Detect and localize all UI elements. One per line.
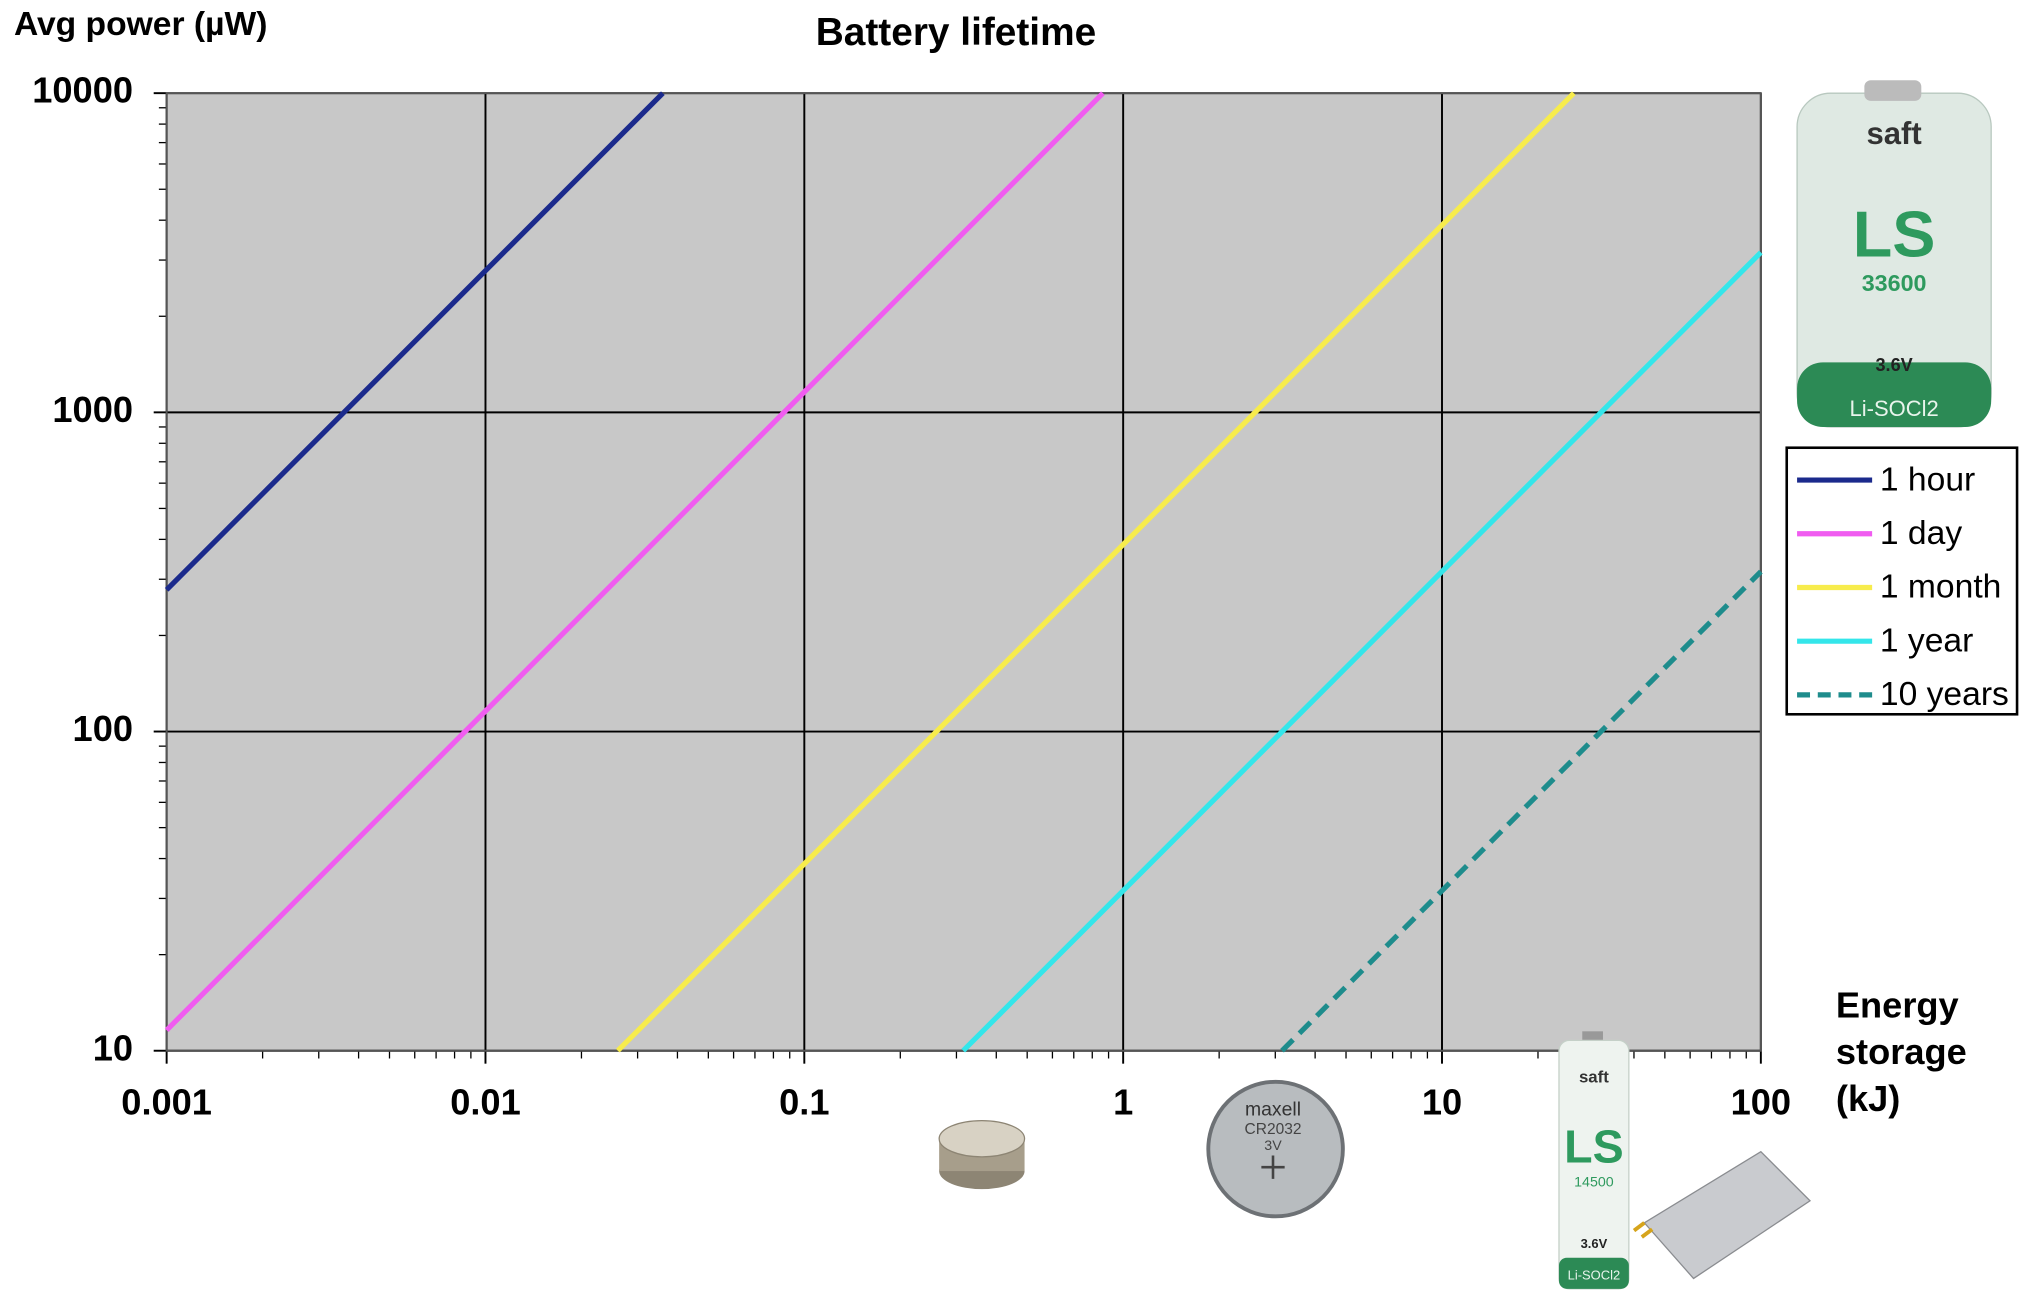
chart-title: Battery lifetime <box>816 11 1096 54</box>
plot-background <box>167 93 1761 1051</box>
y-tick-label: 1000 <box>52 389 133 430</box>
legend-label: 1 hour <box>1880 461 1975 498</box>
battery-text: Li-SOCl2 <box>1850 396 1939 421</box>
plot-area: 10 100 1000 10000 0.001 0.01 0.1 1 10 100 <box>32 70 1791 1123</box>
x-tick-label: 0.001 <box>121 1082 212 1123</box>
large-battery-image: saft LS 33600 3.6V Li-SOCl2 <box>1797 80 1991 427</box>
battery-text: 14500 <box>1574 1174 1614 1190</box>
x-tick-label: 10 <box>1422 1082 1462 1123</box>
battery-text: saft <box>1579 1067 1609 1086</box>
y-tick-label: 10 <box>93 1027 133 1068</box>
legend-label: 1 day <box>1880 515 1962 552</box>
battery-text: CR2032 <box>1245 1121 1302 1138</box>
x-tick-label: 0.1 <box>779 1082 829 1123</box>
battery-text: saft <box>1867 116 1922 151</box>
legend-label: 1 year <box>1880 622 1973 659</box>
battery-text: LS <box>1564 1121 1624 1173</box>
x-axis-label: Energy <box>1836 985 1959 1026</box>
legend-label: 10 years <box>1880 676 2009 713</box>
chart: Battery lifetime Avg power (µW) 10100100… <box>0 0 2031 1294</box>
battery-text: LS <box>1853 197 1936 270</box>
battery-text: maxell <box>1245 1098 1301 1120</box>
y-tick-label: 10000 <box>32 70 133 111</box>
battery-text: 3.6V <box>1875 355 1912 375</box>
x-tick-label: 0.01 <box>450 1082 521 1123</box>
battery-text: Li-SOCl2 <box>1568 1267 1620 1282</box>
x-axis-label: (kJ) <box>1836 1078 1900 1119</box>
aa-cell-image: saft LS 14500 3.6V Li-SOCl2 <box>1559 1031 1629 1289</box>
x-tick-label: 1 <box>1113 1082 1133 1123</box>
button-cell-image <box>939 1121 1024 1190</box>
x-axis-label: storage <box>1836 1031 1967 1072</box>
battery-text: 3V <box>1264 1138 1282 1154</box>
x-tick-label: 100 <box>1731 1082 1791 1123</box>
battery-text: 3.6V <box>1581 1236 1608 1251</box>
y-tick-label: 100 <box>73 708 133 749</box>
coin-cell-image: maxell CR2032 3V <box>1208 1082 1343 1217</box>
y-axis-label: Avg power (µW) <box>14 6 267 43</box>
legend: 1 hour 1 day 1 month 1 year 10 years <box>1787 448 2017 715</box>
pouch-cell-image <box>1634 1152 1810 1279</box>
legend-label: 1 month <box>1880 569 2002 606</box>
battery-text: 33600 <box>1862 270 1927 296</box>
